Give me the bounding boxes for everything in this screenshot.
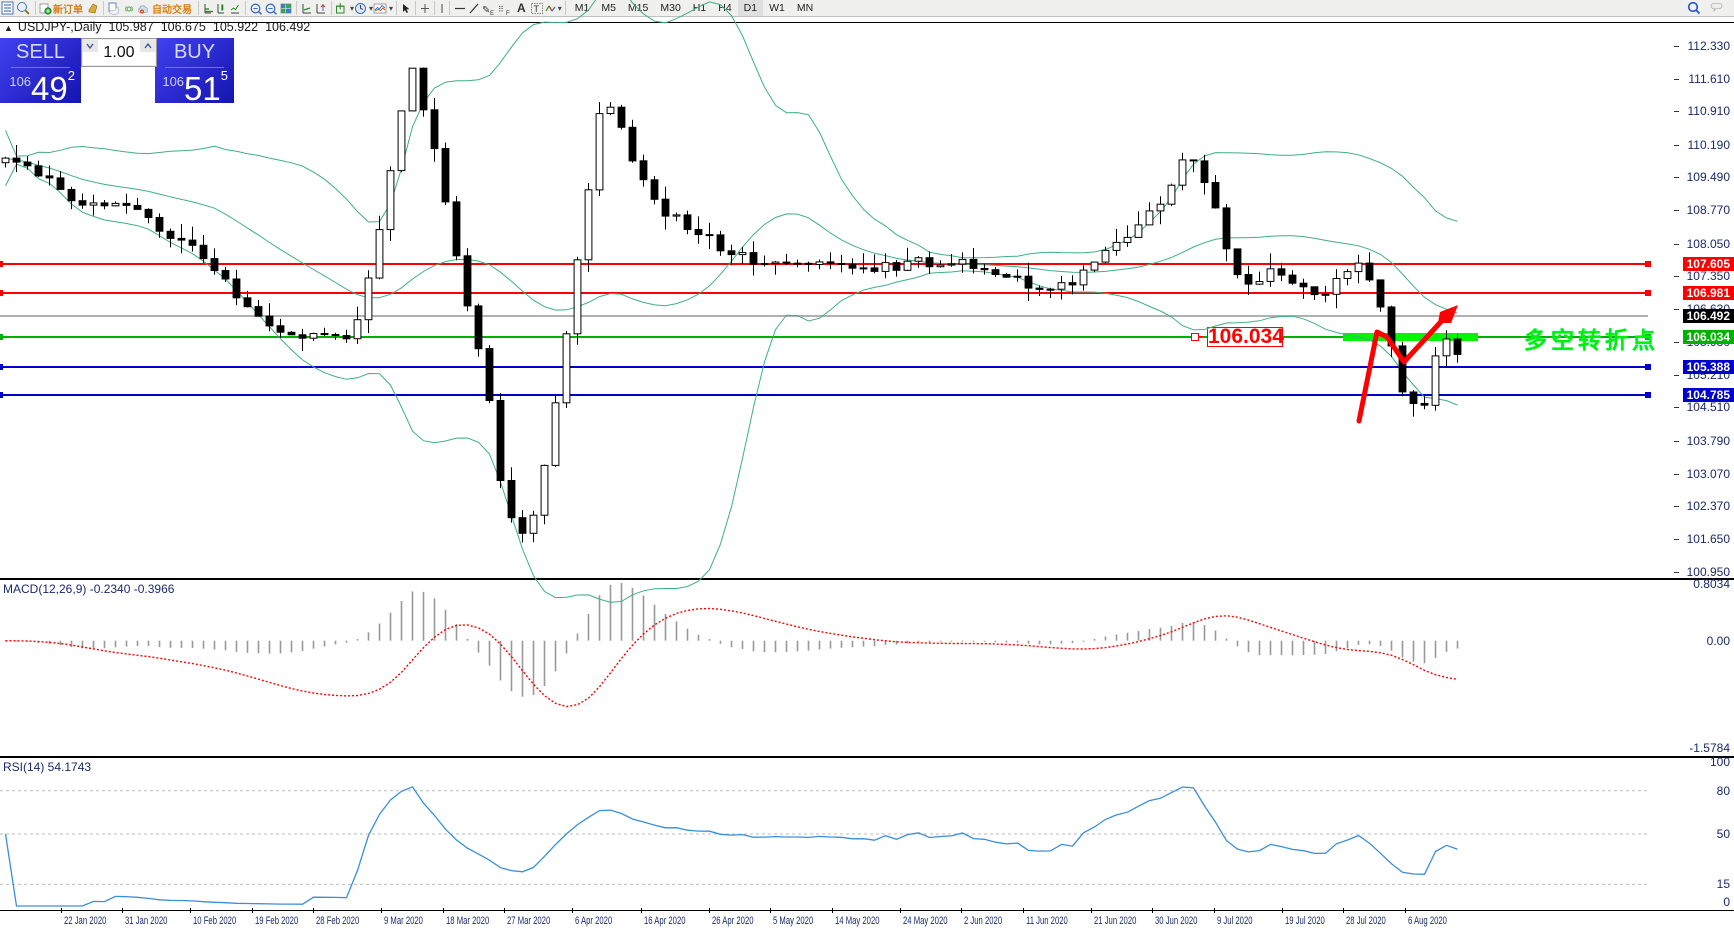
svg-text:E: E	[490, 11, 494, 15]
svg-text:⠿: ⠿	[498, 5, 504, 14]
svg-text:T: T	[533, 4, 539, 14]
svg-text:F: F	[506, 11, 510, 15]
